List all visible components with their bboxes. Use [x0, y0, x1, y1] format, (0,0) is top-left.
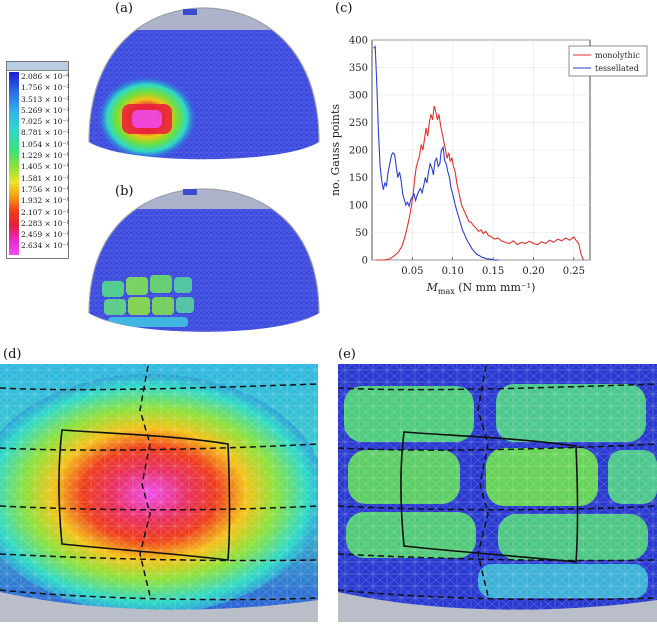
zoom-plot-e [338, 364, 657, 622]
colorbar-label: 1.229 × 10⁻¹ [21, 151, 70, 161]
ticks: 0.05 0.10 0.15 0.20 0.25 0 50 100 150 200 250 300 35… [349, 36, 585, 278]
y-tick-label: 0 [362, 256, 368, 267]
series-line-tessellated [373, 45, 499, 261]
colorbar-label: 2.086 × 10⁻⁶ [21, 72, 70, 81]
colorbar-label: 2.283 × 10⁻¹ [21, 218, 70, 228]
y-tick-label: 350 [349, 63, 368, 74]
zoom-plot-d [0, 364, 318, 622]
panel-label-c: (c) [335, 1, 353, 16]
colorbar-label: 1.581 × 10⁻¹ [21, 173, 70, 183]
legend-header [7, 62, 68, 71]
colorbar-labels: 2.086 × 10⁻⁶ 1.756 × 10⁻² 3.513 × 10⁻² 5.26… [21, 71, 70, 252]
x-axis-label-main: M [426, 281, 439, 294]
y-tick-label: 250 [349, 118, 368, 129]
dome-plot-a [88, 7, 320, 160]
colorbar-label: 2.634 × 10⁻¹ [21, 241, 70, 251]
y-tick-label: 200 [349, 146, 368, 157]
y-axis-label: no. Gauss points [329, 104, 342, 196]
panel-label-b: (b) [115, 184, 134, 199]
x-axis-label: Mmax (N mm mm⁻¹) [426, 281, 536, 296]
y-tick-label: 300 [349, 91, 368, 102]
colorbar-label: 3.513 × 10⁻² [21, 94, 70, 104]
y-tick-label: 400 [349, 36, 368, 47]
x-axis-label-sub: max [438, 287, 455, 296]
colorbar-label: 1.932 × 10⁻¹ [21, 196, 70, 206]
colorbar-label: 1.756 × 10⁻¹ [21, 184, 70, 194]
x-tick-label: 0.20 [522, 266, 544, 277]
colorbar-label: 8.781 × 10⁻² [21, 128, 70, 138]
histogram-chart: 0.05 0.10 0.15 0.20 0.25 0 50 100 150 200 250 300 35… [329, 36, 648, 296]
colorbar-label: 1.756 × 10⁻² [21, 83, 70, 93]
x-axis-label-rest: (N mm mm⁻¹) [455, 281, 536, 294]
region-outline-e [400, 431, 579, 563]
dome-plot-b [88, 188, 320, 332]
colorbar-label: 1.405 × 10⁻¹ [21, 162, 70, 172]
panel-label-d: (d) [3, 347, 22, 362]
x-tick-label: 0.10 [442, 266, 464, 277]
axis-glyph-a [183, 9, 197, 15]
colorbar-label: 7.025 × 10⁻² [21, 117, 70, 127]
chart-legend: monolythic tessellated [568, 45, 648, 77]
x-tick-label: 0.05 [401, 266, 423, 277]
y-tick-label: 150 [349, 173, 368, 184]
legend-entry-tessellated: tessellated [595, 64, 639, 73]
y-tick-label: 50 [355, 228, 368, 239]
grid-lines [372, 39, 590, 261]
legend-entry-monolythic: monolythic [595, 51, 640, 60]
colorbar-legend: 2.086 × 10⁻⁶ 1.756 × 10⁻² 3.513 × 10⁻² 5.26… [6, 61, 69, 259]
axis-glyph-b [183, 189, 197, 195]
x-tick-label: 0.15 [482, 266, 504, 277]
x-tick-label: 0.25 [563, 266, 585, 277]
panel-label-a: (a) [115, 1, 133, 16]
region-outline-d [58, 429, 231, 561]
y-tick-label: 100 [349, 201, 368, 212]
panel-label-e: (e) [338, 347, 356, 362]
colorbar-label: 5.269 × 10⁻² [21, 105, 70, 115]
colorbar-label: 1.054 × 10⁻¹ [21, 139, 70, 149]
series-lines [373, 45, 585, 261]
colorbar [9, 72, 19, 255]
colorbar-label: 2.107 × 10⁻¹ [21, 207, 70, 217]
series-line-monolythic [376, 105, 585, 261]
colorbar-label: 2.459 × 10⁻¹ [21, 230, 70, 240]
